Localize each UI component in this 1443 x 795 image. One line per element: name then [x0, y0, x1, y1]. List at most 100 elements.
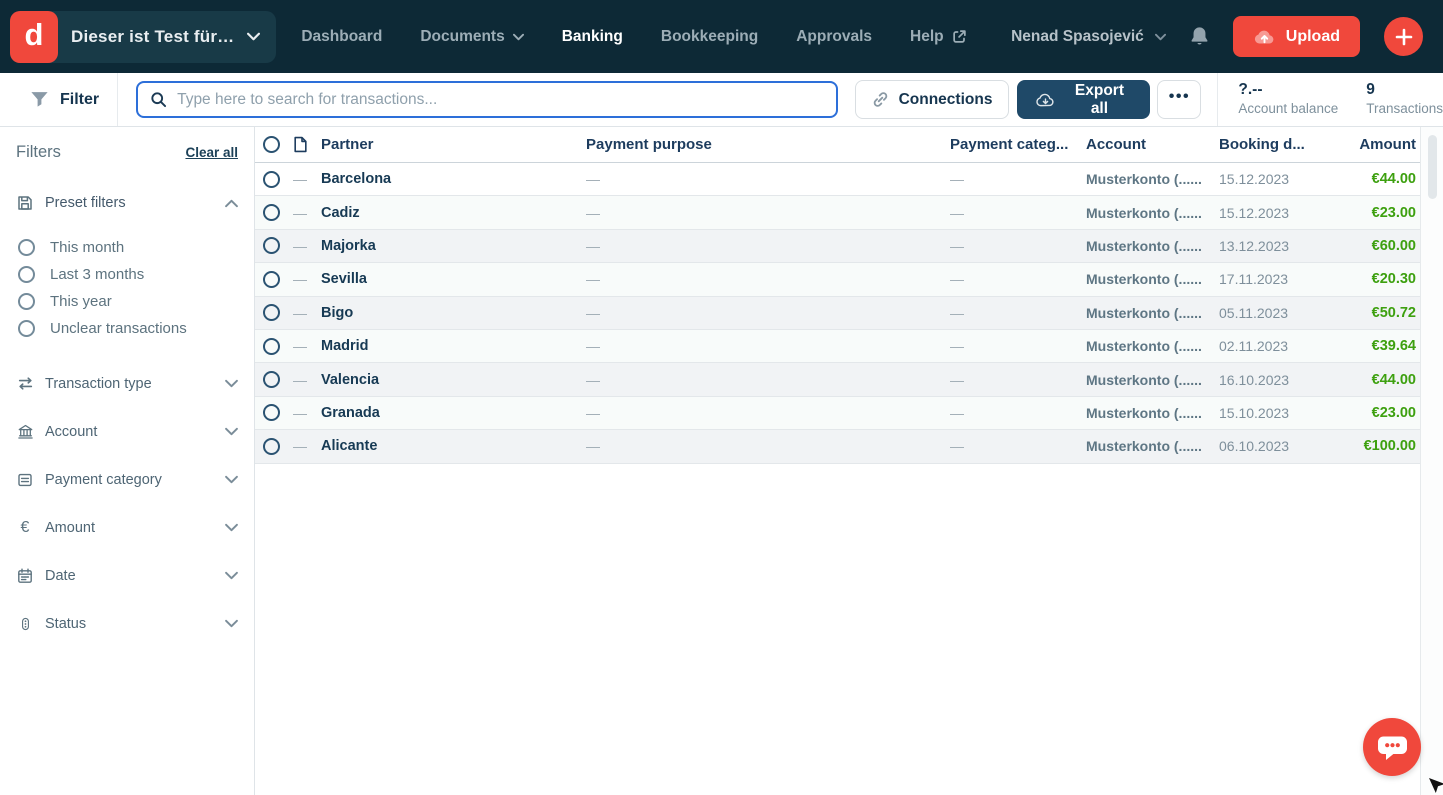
- bell-icon[interactable]: [1190, 26, 1209, 47]
- filter-section-toggle[interactable]: Account: [16, 423, 238, 440]
- filter-section-toggle[interactable]: Status: [16, 615, 238, 632]
- row-account: Musterkonto (......: [1086, 438, 1202, 455]
- row-partner[interactable]: Sevilla: [321, 271, 367, 288]
- nav-item-label: Bookkeeping: [660, 27, 759, 45]
- row-partner[interactable]: Cadiz: [321, 204, 360, 221]
- main-nav: Dashboard Documents: [301, 28, 966, 46]
- row-select-radio[interactable]: [263, 170, 280, 188]
- row-amount: €39.64: [1371, 338, 1416, 355]
- account-balance-stat: ?.-- Account balance: [1238, 81, 1338, 117]
- preset-filter-option[interactable]: This month: [16, 234, 238, 261]
- connections-label: Connections: [898, 90, 993, 108]
- table-row[interactable]: — Granada — — Musterkonto (...... 15.10.…: [255, 396, 1420, 431]
- row-partner[interactable]: Valencia: [321, 371, 380, 388]
- row-partner[interactable]: Barcelona: [321, 171, 392, 188]
- actions-toolbar: Filter Connections Export all •••: [0, 73, 1443, 127]
- more-actions-button[interactable]: •••: [1157, 80, 1202, 119]
- col-header-amount[interactable]: Amount: [1359, 136, 1416, 153]
- nav-item[interactable]: Help: [910, 28, 967, 46]
- filter-section-label: Status: [45, 615, 87, 632]
- row-partner[interactable]: Granada: [321, 404, 380, 421]
- col-header-booking-date[interactable]: Booking d...: [1219, 136, 1305, 153]
- col-header-purpose[interactable]: Payment purpose: [586, 136, 712, 153]
- row-partner[interactable]: Alicante: [321, 438, 378, 455]
- filter-section-label: Payment category: [45, 471, 162, 488]
- row-document-cell: —: [293, 304, 307, 321]
- preset-filter-option-label: Last 3 months: [50, 266, 145, 283]
- row-purpose: —: [586, 371, 600, 388]
- preset-filters-toggle[interactable]: Preset filters: [16, 195, 238, 211]
- table-row[interactable]: — Madrid — — Musterkonto (...... 02.11.2…: [255, 329, 1420, 364]
- row-select-radio[interactable]: [263, 337, 280, 355]
- filter-button[interactable]: Filter: [30, 91, 99, 109]
- row-category: —: [950, 304, 964, 321]
- support-chat-button[interactable]: [1363, 718, 1421, 776]
- preset-filter-option[interactable]: This year: [16, 288, 238, 315]
- row-select-radio[interactable]: [263, 371, 280, 389]
- export-all-button[interactable]: Export all: [1017, 80, 1151, 119]
- row-booking-date: 15.12.2023: [1219, 204, 1290, 221]
- col-header-account[interactable]: Account: [1086, 136, 1146, 153]
- row-select-radio[interactable]: [263, 304, 280, 322]
- row-partner[interactable]: Bigo: [321, 304, 354, 321]
- filter-section-toggle[interactable]: Payment category: [16, 471, 238, 488]
- upload-button[interactable]: Upload: [1232, 16, 1360, 57]
- filter-section-toggle[interactable]: Transaction type: [16, 375, 238, 392]
- select-all-radio[interactable]: [263, 136, 280, 153]
- row-select-radio[interactable]: [263, 204, 280, 222]
- top-navbar: d Dieser ist Test für… Dashboard: [0, 0, 1443, 73]
- col-header-partner[interactable]: Partner: [321, 136, 374, 153]
- user-menu[interactable]: Nenad Spasojević: [1011, 28, 1166, 46]
- row-document-cell: —: [293, 438, 307, 455]
- table-row[interactable]: — Barcelona — — Musterkonto (...... 15.1…: [255, 163, 1420, 197]
- toolbar-divider: [117, 73, 119, 126]
- radio-icon[interactable]: [18, 266, 35, 283]
- table-row[interactable]: — Sevilla — — Musterkonto (...... 17.11.…: [255, 263, 1420, 297]
- row-partner[interactable]: Madrid: [321, 338, 369, 355]
- col-header-category[interactable]: Payment categ...: [950, 136, 1069, 153]
- nav-item[interactable]: Bookkeeping: [661, 28, 758, 46]
- add-button[interactable]: [1384, 17, 1423, 56]
- table-row[interactable]: — Bigo — — Musterkonto (...... 05.11.202…: [255, 296, 1420, 330]
- table-row[interactable]: — Majorka — — Musterkonto (...... 13.12.…: [255, 229, 1420, 264]
- clear-all-link[interactable]: Clear all: [185, 145, 238, 160]
- nav-item[interactable]: Dashboard: [301, 28, 382, 46]
- preset-filter-option[interactable]: Last 3 months: [16, 261, 238, 288]
- filter-label: Filter: [60, 90, 100, 108]
- scrollbar-thumb[interactable]: [1427, 135, 1437, 199]
- row-select-radio[interactable]: [263, 270, 280, 288]
- account-balance-value: ?.--: [1238, 81, 1263, 99]
- radio-icon[interactable]: [18, 293, 35, 310]
- nav-item-label: Approvals: [796, 27, 873, 45]
- account-balance-label: Account balance: [1238, 101, 1339, 117]
- preset-filter-option[interactable]: Unclear transactions: [16, 315, 238, 342]
- summary-stats: ?.-- Account balance 9 Transactions: [1217, 73, 1443, 126]
- row-account: Musterkonto (......: [1086, 371, 1202, 388]
- upload-label: Upload: [1285, 27, 1340, 45]
- nav-item[interactable]: Documents: [420, 28, 524, 46]
- table-row[interactable]: — Valencia — — Musterkonto (...... 16.10…: [255, 363, 1420, 397]
- chevron-down-icon: [247, 32, 261, 41]
- company-selector[interactable]: d Dieser ist Test für…: [10, 10, 277, 63]
- row-select-radio[interactable]: [263, 237, 280, 255]
- row-partner[interactable]: Majorka: [321, 237, 376, 254]
- radio-icon[interactable]: [18, 320, 35, 337]
- preset-filter-option-label: This month: [50, 239, 125, 256]
- table-row[interactable]: — Cadiz — — Musterkonto (...... 15.12.20…: [255, 196, 1420, 230]
- table-row[interactable]: — Alicante — — Musterkonto (...... 06.10…: [255, 430, 1420, 464]
- filter-section-toggle[interactable]: € Amount: [16, 519, 238, 536]
- filter-section-toggle[interactable]: Date: [16, 567, 238, 584]
- euro-icon: €: [20, 518, 30, 536]
- row-select-radio[interactable]: [263, 404, 280, 422]
- radio-icon[interactable]: [18, 239, 35, 256]
- filters-title: Filters: [16, 143, 61, 161]
- external-link-icon: [952, 29, 967, 44]
- transactions-stat: 9 Transactions: [1366, 81, 1443, 117]
- connections-button[interactable]: Connections: [854, 80, 1010, 119]
- nav-item[interactable]: Approvals: [796, 28, 872, 46]
- transfer-icon: [16, 377, 34, 390]
- nav-item[interactable]: Banking: [562, 28, 623, 46]
- row-select-radio[interactable]: [263, 437, 280, 455]
- row-amount: €44.00: [1371, 171, 1416, 188]
- search-input[interactable]: [177, 90, 824, 109]
